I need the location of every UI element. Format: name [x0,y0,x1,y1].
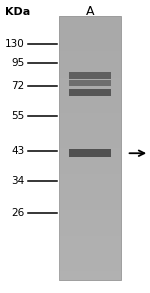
Bar [59,69,121,78]
Text: 72: 72 [11,81,24,91]
Text: A: A [86,5,94,18]
Bar [59,174,121,183]
Bar [59,183,121,192]
Bar [59,245,121,254]
Bar [59,157,121,166]
FancyBboxPatch shape [69,88,111,96]
Bar [59,16,121,25]
Bar [59,95,121,104]
Bar [59,86,121,95]
Bar [59,227,121,236]
Bar [59,192,121,201]
Bar [59,78,121,86]
Bar [59,25,121,33]
FancyBboxPatch shape [69,80,111,86]
Text: 43: 43 [11,146,24,156]
Bar [59,113,121,122]
Bar [59,51,121,60]
Bar [59,148,121,157]
Bar [59,236,121,245]
FancyBboxPatch shape [59,16,121,280]
Text: 95: 95 [11,58,24,69]
Bar [59,209,121,218]
Bar [59,271,121,280]
Bar [59,33,121,42]
FancyBboxPatch shape [69,71,111,79]
Bar [59,104,121,113]
Text: 55: 55 [11,111,24,121]
Text: KDa: KDa [5,6,30,16]
Bar [59,130,121,139]
Bar [59,201,121,209]
Bar [59,60,121,69]
Text: 130: 130 [4,39,24,49]
Bar [59,254,121,263]
Bar [59,122,121,130]
Text: 26: 26 [11,208,24,218]
Bar [59,166,121,174]
Bar [59,139,121,148]
Bar [59,218,121,227]
FancyBboxPatch shape [69,149,111,157]
Bar [59,42,121,51]
Text: 34: 34 [11,176,24,186]
Bar [59,263,121,271]
